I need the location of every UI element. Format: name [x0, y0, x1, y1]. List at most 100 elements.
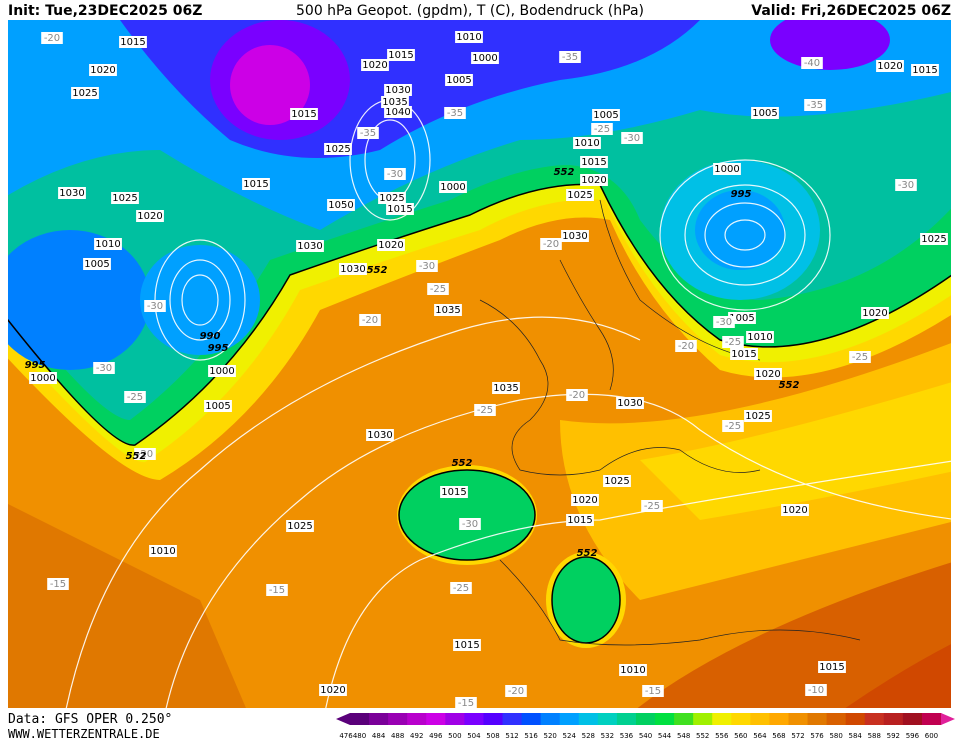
site-name: WWW.WETTERZENTRALE.DE	[8, 727, 160, 741]
colorbar-label: 476	[339, 732, 353, 740]
label-box	[505, 685, 527, 697]
pressure-label: 1025	[921, 234, 946, 245]
colorbar-label: 480	[353, 732, 366, 740]
label-box	[592, 109, 620, 121]
valid-text: Valid: Fri,26DEC2025 06Z	[751, 3, 951, 19]
pressure-label: 1005	[205, 401, 230, 412]
label-box	[290, 108, 318, 120]
label-box	[339, 263, 367, 275]
colorbar-label: 564	[753, 732, 767, 740]
pressure-label: 1005	[84, 259, 109, 270]
pressure-label: 1015	[291, 109, 316, 120]
label-box	[621, 132, 643, 144]
colorbar-label: 504	[467, 732, 481, 740]
label-box	[895, 179, 917, 191]
label-box	[713, 163, 741, 175]
label-box	[561, 230, 589, 242]
pressure-label: 1025	[287, 521, 312, 532]
colorbar-segment	[902, 713, 923, 725]
colorbar-segment	[921, 713, 942, 725]
pressure-label: 1010	[574, 138, 599, 149]
label-box	[474, 404, 496, 416]
temperature-label: -20	[362, 315, 378, 326]
temperature-label: -25	[725, 337, 741, 348]
temperature-label: -25	[852, 352, 868, 363]
pressure-label: 1015	[819, 662, 844, 673]
label-box	[730, 348, 758, 360]
pressure-label: 1000	[209, 366, 234, 377]
temperature-label: -30	[462, 519, 478, 530]
label-box	[204, 400, 232, 412]
map-title: 500 hPa Geopot. (gpdm), T (C), Bodendruc…	[296, 3, 644, 19]
label-box	[818, 661, 846, 673]
label-box	[378, 192, 406, 204]
label-box	[386, 203, 414, 215]
colorbar-label: 576	[810, 732, 824, 740]
pressure-label: 1005	[729, 313, 754, 324]
geopotential-label: 995	[731, 189, 752, 200]
label-box	[455, 697, 477, 709]
pressure-label: 1015	[387, 204, 412, 215]
colorbar-segment	[502, 713, 523, 725]
label-box	[319, 684, 347, 696]
colorbar-segment	[864, 713, 885, 725]
label-box	[566, 514, 594, 526]
temperature-label: -35	[447, 108, 463, 119]
label-box	[144, 300, 166, 312]
colorbar-label: 596	[906, 732, 920, 740]
label-box	[327, 199, 355, 211]
temperature-label: -15	[645, 686, 661, 697]
pressure-label: 1020	[782, 505, 807, 516]
temperature-label: -30	[716, 317, 732, 328]
label-box	[573, 137, 601, 149]
colorbar-segment	[712, 713, 732, 725]
colorbar-segment	[807, 713, 828, 725]
colorbar-segment	[426, 713, 446, 725]
colorbar-label: 516	[524, 732, 538, 740]
label-box	[746, 331, 774, 343]
label-box	[566, 389, 588, 401]
geopotential-label: 552	[779, 380, 800, 391]
temperature-label: -25	[594, 124, 610, 135]
colorbar-label: 568	[772, 732, 785, 740]
label-box	[642, 685, 664, 697]
label-box	[713, 316, 735, 328]
label-box	[566, 189, 594, 201]
temperature-label: -30	[419, 261, 435, 272]
pressure-label: 1015	[441, 487, 466, 498]
data-source: Data: GFS OPER 0.250°	[8, 712, 172, 727]
label-box	[440, 486, 468, 498]
temperature-label: -30	[898, 180, 914, 191]
label-box	[434, 304, 462, 316]
label-box	[361, 59, 389, 71]
temperature-label: -10	[808, 685, 824, 696]
pressure-label: 1030	[340, 264, 365, 275]
pressure-label: 1020	[137, 211, 162, 222]
colorbar-label: 580	[829, 732, 842, 740]
label-box	[751, 107, 779, 119]
geopotential-label: 995	[208, 343, 229, 354]
pressure-label: 1025	[112, 193, 137, 204]
temperature-label: -25	[477, 405, 493, 416]
label-box	[781, 504, 809, 516]
pressure-label: 1015	[454, 640, 479, 651]
label-box	[384, 168, 406, 180]
colorbar-segment	[845, 713, 866, 725]
colorbar-segment	[750, 713, 770, 725]
pressure-label: 1025	[379, 193, 404, 204]
temperature-label: -15	[269, 585, 285, 596]
temperature-label: -15	[458, 698, 474, 709]
temperature-label: -35	[562, 52, 578, 63]
label-box	[29, 372, 57, 384]
label-box	[149, 545, 177, 557]
label-box	[359, 314, 381, 326]
colorbar-segment	[616, 713, 637, 725]
colorbar-segment	[388, 713, 408, 725]
colorbar-label: 540	[639, 732, 652, 740]
label-box	[208, 365, 236, 377]
label-box	[450, 582, 472, 594]
pressure-label: 1030	[367, 430, 392, 441]
pressure-label: 1025	[604, 476, 629, 487]
